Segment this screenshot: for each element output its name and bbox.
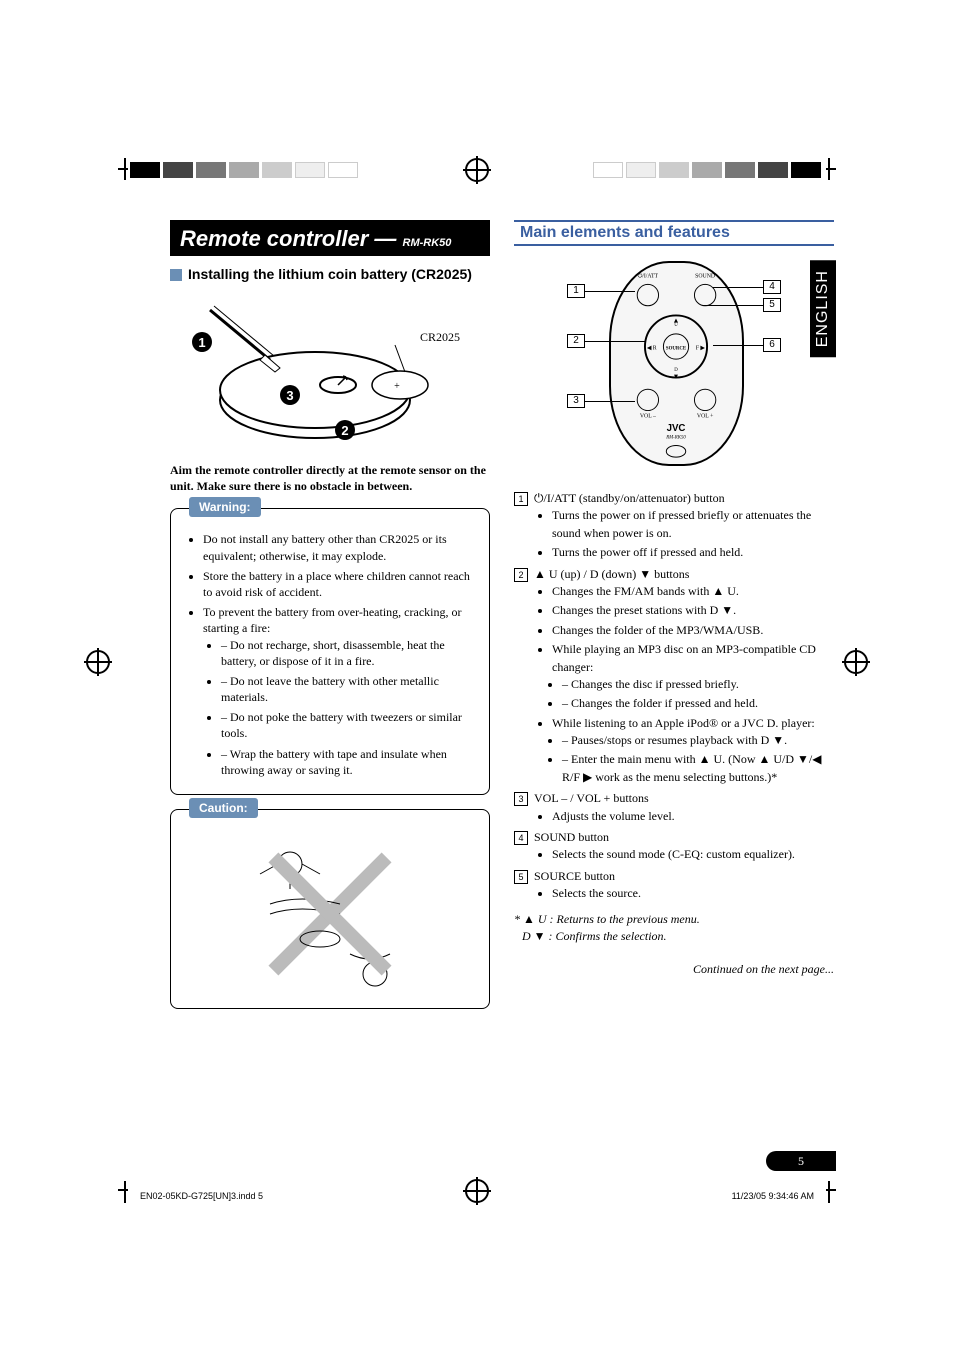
svg-text:▼: ▼	[673, 374, 680, 381]
att-label: ⏻/I/ATT	[638, 273, 659, 280]
warning-subitem: Do not recharge, short, disassemble, hea…	[221, 637, 475, 669]
warning-tag: Warning:	[189, 497, 261, 517]
warning-box: Warning: Do not install any battery othe…	[170, 508, 490, 795]
aim-instruction: Aim the remote controller directly at th…	[170, 462, 490, 494]
remote-diagram: ⏻/I/ATT SOUND SOURCE ▲ U D ▼ ◀ R F ▶ VOL	[559, 256, 789, 476]
features-header: Main elements and features	[514, 220, 834, 246]
feature-1: 1 ⏻/I/ATT (standby/on/attenuator) button…	[514, 490, 834, 564]
svg-text:JVC: JVC	[667, 423, 686, 434]
step-2-badge: 2	[335, 420, 355, 440]
continued-text: Continued on the next page...	[514, 961, 834, 978]
feature-list: 1 ⏻/I/ATT (standby/on/attenuator) button…	[514, 490, 834, 979]
svg-text:F ▶: F ▶	[696, 345, 706, 351]
battery-install-diagram: + 1 2 3 CR2025	[170, 290, 490, 450]
left-column: Remote controller — RM-RK50 Installing t…	[170, 220, 490, 1009]
callout-2: 2	[567, 334, 585, 348]
step-1-badge: 1	[192, 332, 212, 352]
step-3-badge: 3	[280, 385, 300, 405]
caution-x-icon	[250, 834, 410, 994]
callout-3: 3	[567, 394, 585, 408]
print-registration-bottom	[0, 1161, 954, 1221]
feature-5: 5 SOURCE button Selects the source.	[514, 868, 834, 905]
callout-4: 4	[763, 280, 781, 294]
caution-box: Caution:	[170, 809, 490, 1009]
feature-2: 2 ▲ U (up) / D (down) ▼ buttons Changes …	[514, 566, 834, 789]
svg-text:◀ R: ◀ R	[647, 345, 657, 351]
warning-subitem: Do not leave the battery with other meta…	[221, 673, 475, 705]
install-heading: Installing the lithium coin battery (CR2…	[170, 266, 490, 282]
registration-circle-icon	[465, 1179, 489, 1203]
sound-label: SOUND	[695, 274, 715, 280]
warning-subitem: Do not poke the battery with tweezers or…	[221, 709, 475, 741]
svg-text:VOL –: VOL –	[640, 413, 656, 419]
callout-5: 5	[763, 298, 781, 312]
svg-text:+: +	[394, 381, 400, 392]
right-column: Main elements and features ⏻/I/ATT SOUND…	[514, 220, 834, 1009]
section-title: Remote controller — RM-RK50	[170, 220, 490, 256]
svg-text:RM-RK50: RM-RK50	[665, 436, 686, 441]
svg-text:VOL +: VOL +	[697, 413, 713, 419]
svg-text:SOURCE: SOURCE	[666, 346, 686, 351]
svg-text:U: U	[674, 323, 678, 328]
warning-item: Do not install any battery other than CR…	[203, 531, 475, 563]
feature-3: 3 VOL – / VOL + buttons Adjusts the volu…	[514, 790, 834, 827]
battery-model-label: CR2025	[420, 330, 460, 345]
warning-subitem: Wrap the battery with tape and insulate …	[221, 746, 475, 778]
title-model: RM-RK50	[403, 237, 452, 249]
callout-1: 1	[567, 284, 585, 298]
callout-6: 6	[763, 338, 781, 352]
title-main: Remote controller —	[180, 226, 396, 251]
feature-4: 4 SOUND button Selects the sound mode (C…	[514, 829, 834, 866]
svg-text:D: D	[674, 368, 678, 373]
square-bullet-icon	[170, 269, 182, 281]
footnote: * ▲ U : Returns to the previous menu. D …	[514, 911, 834, 946]
caution-tag: Caution:	[189, 798, 258, 818]
page-content: Remote controller — RM-RK50 Installing t…	[0, 0, 954, 1351]
warning-item: Store the battery in a place where child…	[203, 568, 475, 600]
warning-item: To prevent the battery from over-heating…	[203, 604, 475, 778]
